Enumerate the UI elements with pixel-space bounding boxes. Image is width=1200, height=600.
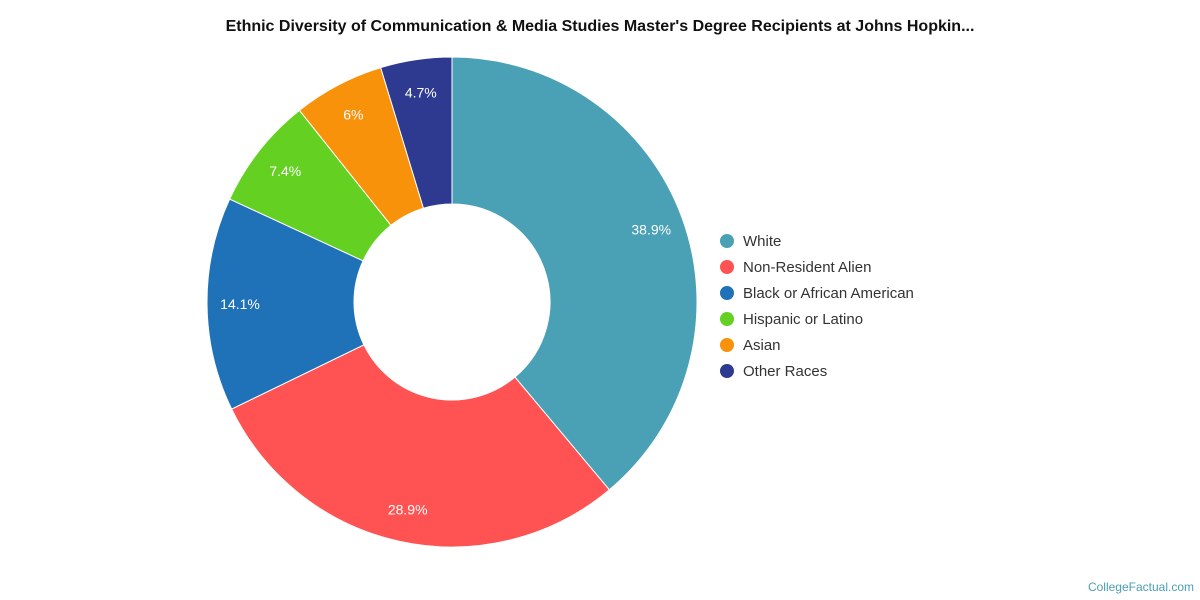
legend-dot-icon — [720, 364, 734, 378]
legend-dot-icon — [720, 312, 734, 326]
slice-white[interactable] — [451, 56, 698, 491]
legend-item[interactable]: Asian — [720, 332, 914, 358]
legend-item[interactable]: Black or African American — [720, 280, 914, 306]
data-label: 4.7% — [405, 84, 437, 100]
legend-item[interactable]: Non-Resident Alien — [720, 254, 914, 280]
legend-dot-icon — [720, 234, 734, 248]
credit-link[interactable]: CollegeFactual.com — [1087, 580, 1194, 594]
legend-dot-icon — [720, 260, 734, 274]
data-label: 6% — [343, 106, 363, 122]
legend-label: White — [743, 232, 782, 250]
legend-label: Non-Resident Alien — [743, 258, 872, 276]
slice-black-or-african-american[interactable] — [206, 198, 365, 410]
legend: White Non-Resident Alien Black or African … — [720, 228, 914, 384]
slice-non-resident-alien[interactable] — [230, 344, 611, 548]
data-label: 38.9% — [631, 222, 671, 238]
chart-title: Ethnic Diversity of Communication & Medi… — [225, 18, 975, 35]
legend-label: Hispanic or Latino — [743, 310, 864, 328]
data-label: 28.9% — [388, 501, 428, 517]
legend-item[interactable]: White — [720, 228, 914, 254]
data-label: 14.1% — [220, 296, 260, 312]
legend-dot-icon — [720, 286, 734, 300]
data-label: 7.4% — [269, 163, 301, 179]
legend-label: Asian — [743, 336, 781, 354]
legend-label: Other Races — [743, 362, 828, 380]
legend-dot-icon — [720, 338, 734, 352]
legend-item[interactable]: Hispanic or Latino — [720, 306, 914, 332]
legend-label: Black or African American — [743, 284, 914, 302]
legend-item[interactable]: Other Races — [720, 358, 914, 384]
slice-other-races[interactable] — [380, 56, 453, 209]
